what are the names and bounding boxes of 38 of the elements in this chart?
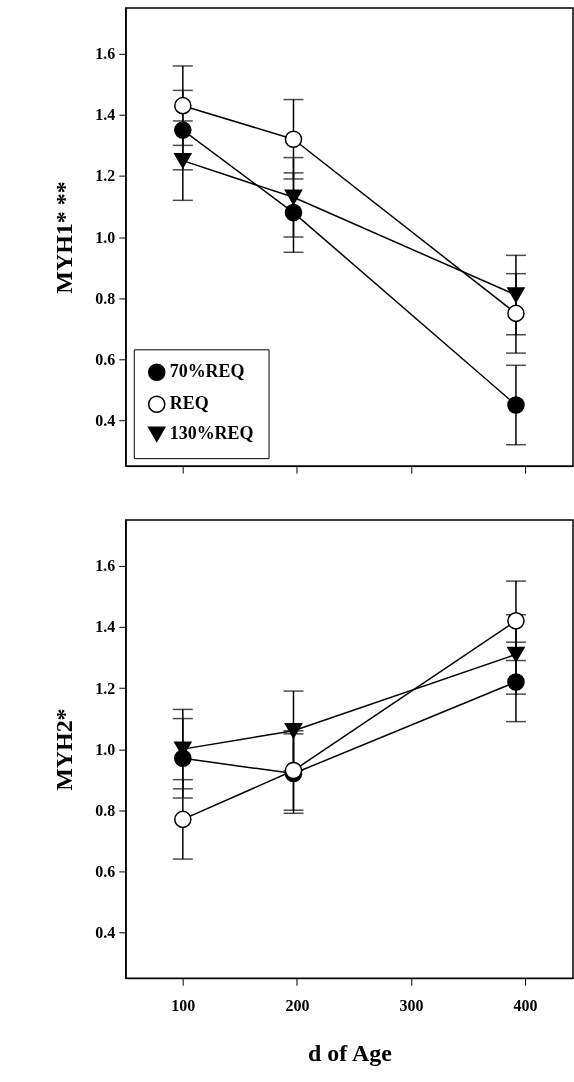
y-tick-label: 0.4 (95, 923, 116, 941)
point (284, 723, 303, 739)
x-tick-label: 100 (171, 996, 196, 1014)
y-tick-label: 1.6 (95, 557, 116, 575)
legend-label: 130%REQ (169, 423, 254, 444)
y-tick-label: 0.8 (95, 289, 116, 307)
x-tick-label: 200 (285, 996, 310, 1014)
point (284, 203, 303, 222)
y-tick-label: 1.6 (95, 45, 116, 63)
y-tick-label: 1.0 (95, 228, 116, 246)
y-axis-title: MYH1* ** (51, 181, 78, 294)
point (507, 287, 525, 303)
y-tick-label: 0.8 (95, 801, 116, 819)
x-tick-label: 400 (513, 996, 538, 1014)
point (507, 673, 525, 691)
legend-label: 70%REQ (169, 361, 245, 382)
x-axis-title: d of Age (308, 1039, 392, 1066)
y-tick-label: 0.6 (95, 862, 116, 880)
y-tick-label: 1.4 (95, 106, 116, 124)
point (507, 612, 525, 630)
point (174, 96, 192, 115)
y-tick-label: 0.6 (95, 350, 116, 368)
point (174, 121, 192, 139)
point (174, 810, 192, 829)
point (284, 130, 303, 149)
point (284, 189, 303, 206)
point (174, 152, 192, 169)
point (507, 646, 525, 663)
y-tick-label: 1.2 (95, 679, 116, 697)
point (507, 304, 525, 323)
y-tick-label: 0.4 (95, 411, 116, 429)
y-axis-title: MYH2* (51, 708, 78, 791)
y-tick-label: 1.0 (95, 740, 116, 758)
legend-label: REQ (169, 393, 209, 414)
y-tick-label: 1.4 (95, 618, 116, 636)
point (507, 396, 525, 414)
y-tick-label: 1.2 (95, 167, 116, 185)
x-tick-label: 300 (399, 996, 424, 1014)
